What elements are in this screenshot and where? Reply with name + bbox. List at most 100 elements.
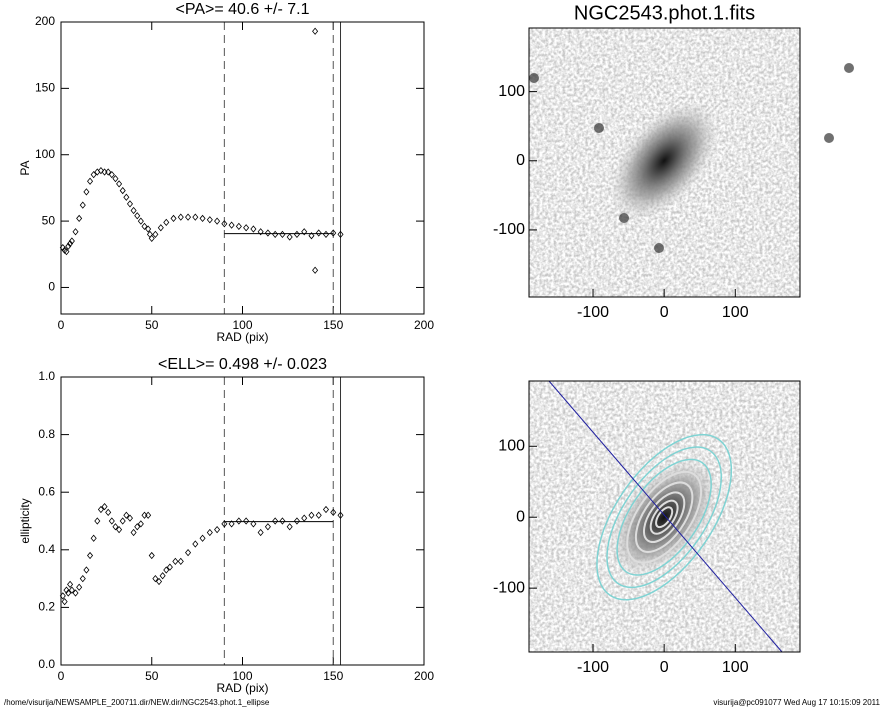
point bbox=[322, 505, 330, 514]
x-tick-label: 100 bbox=[232, 318, 252, 332]
chart-title: <PA>= 40.6 +/- 7.1 bbox=[175, 1, 309, 18]
chart-title: NGC2543.phot.1.fits bbox=[574, 2, 755, 24]
point bbox=[322, 230, 330, 238]
point bbox=[177, 213, 184, 221]
x-tick-label: 100 bbox=[232, 669, 252, 683]
point bbox=[112, 523, 119, 531]
x-tick-label: 0 bbox=[660, 659, 669, 676]
point bbox=[108, 517, 115, 525]
point bbox=[330, 508, 337, 516]
y-tick-label: 0.0 bbox=[38, 657, 55, 671]
x-tick-label: 0 bbox=[58, 318, 65, 332]
y-axis-label: PA bbox=[18, 160, 32, 175]
point bbox=[250, 520, 257, 528]
x-tick-label: 100 bbox=[722, 304, 749, 321]
point bbox=[68, 237, 75, 245]
x-tick-label: -100 bbox=[577, 304, 609, 321]
star bbox=[654, 243, 664, 253]
point bbox=[308, 232, 315, 240]
plot-frame bbox=[60, 376, 425, 666]
point bbox=[152, 574, 159, 583]
y-tick-label: -100 bbox=[493, 579, 525, 596]
point bbox=[79, 201, 86, 209]
y-tick-label: 100 bbox=[35, 147, 55, 161]
point bbox=[119, 186, 126, 195]
point bbox=[337, 511, 344, 519]
y-tick-label: 0 bbox=[48, 280, 55, 294]
y-tick-label: 200 bbox=[35, 14, 55, 28]
point bbox=[257, 228, 264, 236]
x-axis-label: RAD (pix) bbox=[216, 681, 268, 695]
point bbox=[177, 557, 184, 565]
point bbox=[148, 551, 155, 560]
star bbox=[594, 123, 604, 133]
point bbox=[141, 222, 148, 231]
y-axis-label: ellipticity bbox=[18, 498, 32, 543]
x-tick-label: -100 bbox=[577, 659, 609, 676]
point bbox=[264, 523, 271, 531]
point bbox=[185, 213, 192, 221]
point bbox=[90, 171, 97, 179]
point bbox=[67, 240, 74, 248]
x-tick-label: 150 bbox=[323, 318, 343, 332]
y-tick-label: 150 bbox=[35, 81, 55, 95]
point bbox=[145, 225, 152, 233]
point bbox=[67, 580, 74, 588]
point bbox=[199, 214, 206, 223]
point bbox=[79, 574, 86, 583]
x-tick-label: 150 bbox=[323, 669, 343, 683]
point bbox=[134, 212, 141, 220]
point bbox=[61, 598, 68, 606]
point bbox=[97, 505, 104, 514]
point bbox=[337, 230, 344, 238]
y-tick-label: 0 bbox=[516, 152, 525, 169]
y-tick-label: -100 bbox=[493, 221, 525, 238]
point bbox=[137, 520, 144, 528]
point bbox=[170, 214, 177, 223]
point bbox=[105, 508, 112, 516]
galaxy bbox=[609, 457, 719, 577]
point bbox=[206, 216, 213, 224]
point bbox=[72, 589, 79, 597]
y-tick-label: 0.6 bbox=[38, 484, 55, 498]
point bbox=[97, 167, 104, 175]
point bbox=[68, 586, 75, 594]
point bbox=[148, 234, 155, 242]
point bbox=[130, 528, 137, 537]
isophote bbox=[626, 470, 703, 564]
point bbox=[134, 523, 141, 531]
isophote bbox=[616, 458, 712, 576]
point bbox=[243, 517, 250, 525]
y-tick-label: 100 bbox=[498, 437, 525, 454]
point bbox=[228, 221, 235, 229]
point bbox=[145, 511, 152, 519]
x-tick-label: 200 bbox=[414, 318, 434, 332]
y-tick-label: 0 bbox=[516, 508, 525, 525]
footer-right: visurija@pc091077 Wed Aug 17 10:15:09 20… bbox=[713, 698, 880, 707]
point bbox=[65, 242, 72, 250]
y-tick-label: 50 bbox=[42, 213, 56, 227]
isophote bbox=[606, 446, 723, 589]
point bbox=[94, 517, 101, 525]
x-axis-label: RAD (pix) bbox=[216, 330, 268, 344]
point bbox=[312, 266, 319, 274]
point bbox=[130, 206, 137, 215]
point bbox=[112, 174, 119, 183]
point bbox=[76, 583, 83, 591]
point bbox=[87, 177, 94, 185]
point bbox=[250, 225, 257, 233]
point bbox=[192, 213, 199, 221]
point bbox=[90, 534, 97, 542]
point bbox=[279, 517, 286, 525]
point bbox=[235, 222, 242, 231]
point bbox=[123, 193, 130, 201]
isophote bbox=[596, 433, 733, 601]
point bbox=[214, 217, 221, 225]
point bbox=[185, 549, 192, 557]
point bbox=[163, 218, 170, 227]
point bbox=[76, 214, 83, 223]
point bbox=[243, 224, 250, 232]
point bbox=[116, 526, 123, 534]
point bbox=[157, 224, 164, 232]
